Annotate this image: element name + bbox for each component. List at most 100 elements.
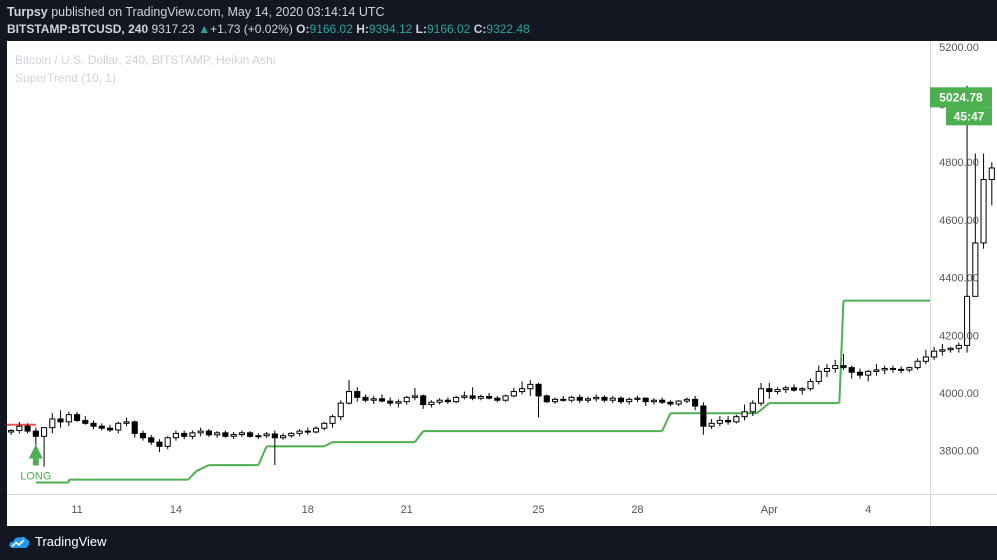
price-tick-label: 4400.00 — [939, 273, 979, 285]
long-arrow-stem — [32, 457, 39, 466]
candle-body — [65, 414, 72, 423]
candle-body — [922, 356, 929, 362]
candle-body — [123, 421, 130, 424]
last-price: 9317.23 — [151, 22, 195, 36]
candle-body — [650, 399, 657, 403]
candle-body — [41, 427, 48, 437]
price-chart[interactable]: 3800.00 4000.00 4200.00 4400.00 4600.00 4800.… — [7, 41, 997, 526]
supertrend-segment — [196, 464, 210, 472]
candle-body — [57, 418, 64, 423]
supertrend-segment — [187, 470, 198, 481]
supertrend-segment — [257, 445, 268, 466]
candle-body — [296, 430, 303, 434]
open-value: 9166.02 — [309, 22, 353, 36]
candle-body — [988, 167, 995, 180]
chart-area[interactable]: 3800.00 4000.00 4200.00 4400.00 4600.00 4800.… — [7, 41, 997, 526]
time-tick-label: 18 — [302, 504, 314, 516]
candle-body — [939, 349, 946, 352]
candle-body — [148, 437, 155, 443]
candle-body — [370, 398, 377, 401]
ohlc-line: BITSTAMP:BTCUSD, 240 9317.23 ▲+1.73 (+0.… — [7, 22, 530, 36]
candle-body — [865, 370, 872, 376]
chart-title: Bitcoin / U.S. Dollar, 240, BITSTAMP, He… — [15, 53, 275, 67]
candle-body — [90, 422, 97, 427]
candle-body — [914, 360, 921, 369]
change-arrow-icon: ▲ — [198, 22, 211, 36]
candle-body — [782, 387, 789, 391]
candle-body — [708, 422, 715, 427]
time-tick-label: 4 — [865, 504, 871, 516]
author-name[interactable]: Turpsy — [7, 5, 48, 19]
candle-body — [716, 419, 723, 424]
candle-body — [848, 367, 855, 373]
candle-body — [815, 370, 822, 382]
candle-body — [955, 344, 962, 349]
price-tick-label: 3800.00 — [939, 446, 979, 458]
candle-body — [181, 432, 188, 437]
candle-body — [617, 397, 625, 403]
open-label: O: — [296, 22, 310, 36]
candle-body — [280, 435, 287, 439]
supertrend-segment — [323, 441, 333, 448]
candle-body — [486, 395, 493, 399]
candle-body — [749, 402, 756, 413]
candle-body — [337, 402, 344, 418]
candle-body — [288, 432, 295, 437]
candle-body — [551, 398, 559, 403]
candle-body — [164, 437, 171, 447]
candle-body — [675, 400, 682, 405]
candle-body — [403, 396, 410, 403]
candle-body — [189, 432, 196, 437]
price-tick-label: 5200.00 — [939, 42, 979, 54]
candle-body — [205, 430, 212, 436]
candles-group — [8, 85, 997, 467]
price-tick-label: 4000.00 — [939, 388, 979, 400]
candle-body — [271, 433, 278, 439]
candle-body — [172, 432, 179, 439]
candle-body — [494, 397, 501, 401]
candle-body — [255, 435, 262, 438]
candle-body — [634, 397, 641, 400]
candle-body — [312, 427, 320, 433]
candle-body — [304, 430, 311, 433]
candle-body — [8, 430, 15, 433]
candle-body — [725, 419, 732, 423]
candle-body — [659, 399, 666, 403]
candle-body — [395, 401, 402, 404]
countdown-tag-bg — [946, 107, 992, 126]
candle-body — [856, 371, 864, 376]
candle-body — [889, 367, 896, 370]
candle-body — [436, 399, 443, 403]
candle-body — [214, 432, 221, 436]
candle-body — [115, 422, 122, 431]
candle-body — [362, 396, 369, 401]
candle-body — [321, 422, 328, 429]
time-axis[interactable]: 11 14 18 21 25 28 Apr 4 — [71, 504, 871, 516]
candle-body — [16, 425, 23, 432]
candle-body — [477, 395, 484, 399]
candle-body — [197, 430, 204, 434]
time-tick-label: Apr — [761, 504, 778, 516]
candle-body — [354, 391, 361, 398]
tradingview-cloud-icon — [9, 536, 30, 548]
candle-body — [510, 391, 517, 397]
price-tick-label: 4200.00 — [939, 330, 979, 342]
time-axis-background — [7, 494, 997, 526]
indicator-label: SuperTrend (10, 1) — [15, 71, 116, 85]
candle-body — [593, 396, 600, 400]
low-value: 9166.02 — [426, 22, 471, 36]
candle-body — [626, 398, 633, 403]
candle-body — [453, 396, 460, 403]
candle-body — [823, 367, 831, 372]
candle-body — [24, 425, 31, 432]
high-value: 9394.12 — [368, 22, 413, 36]
high-label: H: — [356, 22, 369, 36]
time-tick-label: 14 — [170, 504, 182, 516]
supertrend-segment — [756, 402, 770, 414]
candle-body — [543, 395, 550, 403]
candle-body — [230, 434, 237, 437]
tradingview-logo[interactable]: TradingView — [8, 534, 107, 549]
candle-body — [420, 395, 427, 406]
candle-body — [898, 368, 905, 371]
time-tick-label: 11 — [71, 504, 82, 516]
